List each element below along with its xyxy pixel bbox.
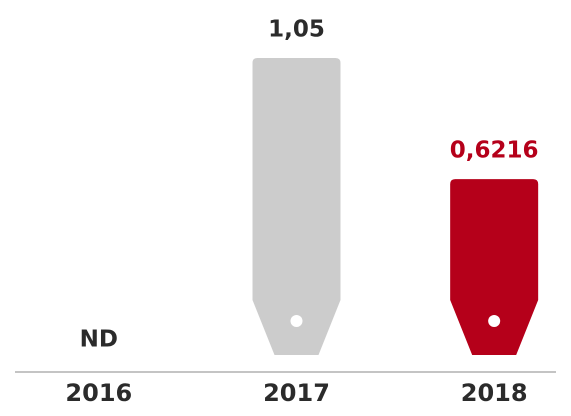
value-label: ND <box>80 327 118 353</box>
x-tick-label: 2018 <box>461 379 528 407</box>
bar <box>252 58 341 355</box>
tag-hole <box>290 315 303 327</box>
bar <box>450 179 539 355</box>
tag-hole <box>488 315 501 327</box>
value-label: 0,6216 <box>450 138 539 164</box>
x-tick-label: 2017 <box>263 379 330 407</box>
value-label: 1,05 <box>268 17 325 43</box>
x-tick-label: 2016 <box>65 379 132 407</box>
